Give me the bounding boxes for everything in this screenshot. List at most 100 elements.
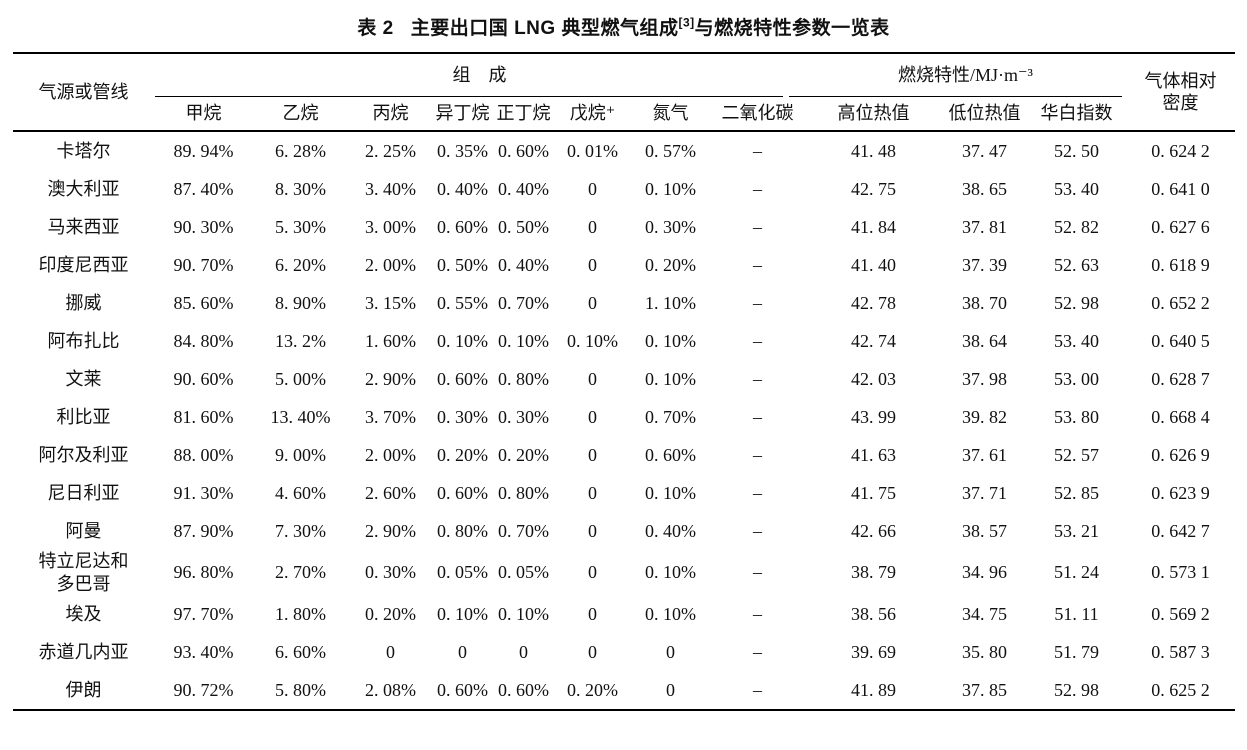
cell-relative-density: 0. 652 2 bbox=[1151, 292, 1210, 313]
cell-propane: 2. 90% bbox=[365, 368, 416, 389]
cell-propane: 2. 08% bbox=[365, 679, 416, 700]
cell-pentane-plus: 0 bbox=[588, 641, 597, 662]
row-header-gas-source: 利比亚 bbox=[56, 406, 111, 427]
cell-pentane-plus: 0 bbox=[588, 368, 597, 389]
cell-carbon-dioxide: – bbox=[753, 641, 762, 662]
cell-pentane-plus: 0 bbox=[588, 520, 597, 541]
cell-lhv: 37. 81 bbox=[962, 216, 1007, 237]
cell-n-butane: 0. 10% bbox=[498, 603, 549, 624]
cell-lhv: 38. 70 bbox=[962, 292, 1007, 313]
cell-methane: 88. 00% bbox=[173, 444, 234, 465]
cell-hhv: 41. 75 bbox=[851, 482, 896, 503]
cell-carbon-dioxide: – bbox=[753, 140, 762, 161]
cell-relative-density: 0. 569 2 bbox=[1151, 603, 1210, 624]
cell-lhv: 38. 64 bbox=[962, 330, 1007, 351]
cell-hhv: 41. 84 bbox=[851, 216, 896, 237]
cell-nitrogen: 0. 10% bbox=[645, 178, 696, 199]
cell-wobbe-index: 53. 40 bbox=[1054, 178, 1099, 199]
table-row: 尼日利亚 91. 30% 4. 60% 2. 60% 0. 60% 0. 80% 0 0. 1… bbox=[13, 474, 1235, 512]
cell-n-butane: 0. 70% bbox=[498, 520, 549, 541]
cell-methane: 96. 80% bbox=[173, 562, 234, 583]
cell-pentane-plus: 0 bbox=[588, 562, 597, 583]
col-header-nitrogen: 氮气 bbox=[652, 103, 689, 124]
cell-propane: 1. 60% bbox=[365, 330, 416, 351]
combustion-group-label: 燃烧特性/MJ·m⁻³ bbox=[898, 65, 1033, 86]
cell-isobutane: 0. 60% bbox=[437, 679, 488, 700]
cell-carbon-dioxide: – bbox=[753, 562, 762, 583]
cell-ethane: 5. 30% bbox=[275, 216, 326, 237]
cell-n-butane: 0. 60% bbox=[498, 679, 549, 700]
cell-wobbe-index: 53. 80 bbox=[1054, 406, 1099, 427]
cell-relative-density: 0. 627 6 bbox=[1151, 216, 1210, 237]
cell-lhv: 34. 96 bbox=[962, 562, 1007, 583]
cell-methane: 89. 94% bbox=[173, 140, 234, 161]
row-header-gas-source: 挪威 bbox=[65, 292, 102, 313]
cell-wobbe-index: 52. 50 bbox=[1054, 140, 1099, 161]
citation-marker: [3] bbox=[678, 15, 695, 30]
col-header-carbon-dioxide: 二氧化碳 bbox=[721, 103, 794, 124]
cell-wobbe-index: 51. 24 bbox=[1054, 562, 1099, 583]
cell-nitrogen: 0. 10% bbox=[645, 603, 696, 624]
col-header-propane: 丙烷 bbox=[372, 103, 409, 124]
table-title: 表 2 主要出口国 LNG 典型燃气组成[3]与燃烧特性参数一览表 bbox=[0, 0, 1247, 40]
row-header-gas-source: 伊朗 bbox=[65, 679, 102, 700]
cell-lhv: 37. 39 bbox=[962, 254, 1007, 275]
cell-ethane: 1. 80% bbox=[275, 603, 326, 624]
cell-relative-density: 0. 587 3 bbox=[1151, 641, 1210, 662]
cell-carbon-dioxide: – bbox=[753, 482, 762, 503]
cell-carbon-dioxide: – bbox=[753, 520, 762, 541]
col-header-methane: 甲烷 bbox=[185, 103, 222, 124]
cell-methane: 84. 80% bbox=[173, 330, 234, 351]
row-header-gas-source: 阿曼 bbox=[65, 520, 102, 541]
row-header-gas-source: 阿布扎比 bbox=[47, 330, 120, 351]
cell-methane: 93. 40% bbox=[173, 641, 234, 662]
col-header-pentane-plus: 戊烷⁺ bbox=[569, 103, 616, 124]
cell-carbon-dioxide: – bbox=[753, 406, 762, 427]
cell-hhv: 41. 89 bbox=[851, 679, 896, 700]
cell-relative-density: 0. 668 4 bbox=[1151, 406, 1210, 427]
cell-propane: 0. 30% bbox=[365, 562, 416, 583]
cell-relative-density: 0. 640 5 bbox=[1151, 330, 1210, 351]
cell-n-butane: 0. 40% bbox=[498, 254, 549, 275]
cell-propane: 2. 25% bbox=[365, 140, 416, 161]
row-header-gas-source: 特立尼达和 多巴哥 bbox=[38, 551, 129, 594]
cell-ethane: 8. 30% bbox=[275, 178, 326, 199]
cell-propane: 2. 90% bbox=[365, 520, 416, 541]
cell-hhv: 41. 40 bbox=[851, 254, 896, 275]
cell-wobbe-index: 52. 63 bbox=[1054, 254, 1099, 275]
composition-group-rule bbox=[154, 96, 783, 97]
cell-nitrogen: 0. 10% bbox=[645, 330, 696, 351]
cell-n-butane: 0. 05% bbox=[498, 562, 549, 583]
cell-wobbe-index: 51. 79 bbox=[1054, 641, 1099, 662]
combustion-group-rule bbox=[788, 96, 1122, 97]
cell-hhv: 38. 79 bbox=[851, 562, 896, 583]
cell-methane: 90. 60% bbox=[173, 368, 234, 389]
cell-propane: 2. 60% bbox=[365, 482, 416, 503]
cell-ethane: 5. 80% bbox=[275, 679, 326, 700]
cell-n-butane: 0. 80% bbox=[498, 368, 549, 389]
col-header-ethane: 乙烷 bbox=[282, 103, 319, 124]
table-title-text: 主要出口国 LNG 典型燃气组成 bbox=[410, 18, 679, 39]
cell-pentane-plus: 0 bbox=[588, 406, 597, 427]
cell-pentane-plus: 0 bbox=[588, 178, 597, 199]
cell-methane: 85. 60% bbox=[173, 292, 234, 313]
table-body: 卡塔尔 89. 94% 6. 28% 2. 25% 0. 35% 0. 60% 0. 01%… bbox=[13, 131, 1235, 710]
cell-relative-density: 0. 626 9 bbox=[1151, 444, 1210, 465]
cell-hhv: 42. 66 bbox=[851, 520, 896, 541]
cell-pentane-plus: 0. 01% bbox=[567, 140, 618, 161]
row-header-gas-source: 卡塔尔 bbox=[56, 140, 111, 161]
cell-n-butane: 0. 10% bbox=[498, 330, 549, 351]
cell-n-butane: 0. 50% bbox=[498, 216, 549, 237]
row-header-gas-source: 澳大利亚 bbox=[47, 178, 120, 199]
cell-lhv: 37. 85 bbox=[962, 679, 1007, 700]
cell-nitrogen: 0. 10% bbox=[645, 482, 696, 503]
composition-group-label: 组 成 bbox=[452, 65, 507, 86]
header-row-subcolumns: 甲烷 乙烷 丙烷 异丁烷 正丁烷 戊烷⁺ 氮气 二氧化碳 高位热值 低位热值 华… bbox=[13, 97, 1235, 131]
cell-lhv: 38. 57 bbox=[962, 520, 1007, 541]
cell-nitrogen: 0. 40% bbox=[645, 520, 696, 541]
cell-isobutane: 0. 10% bbox=[437, 330, 488, 351]
cell-isobutane: 0. 40% bbox=[437, 178, 488, 199]
table-row: 印度尼西亚 90. 70% 6. 20% 2. 00% 0. 50% 0. 40% 0 0. … bbox=[13, 246, 1235, 284]
cell-hhv: 38. 56 bbox=[851, 603, 896, 624]
cell-methane: 87. 90% bbox=[173, 520, 234, 541]
